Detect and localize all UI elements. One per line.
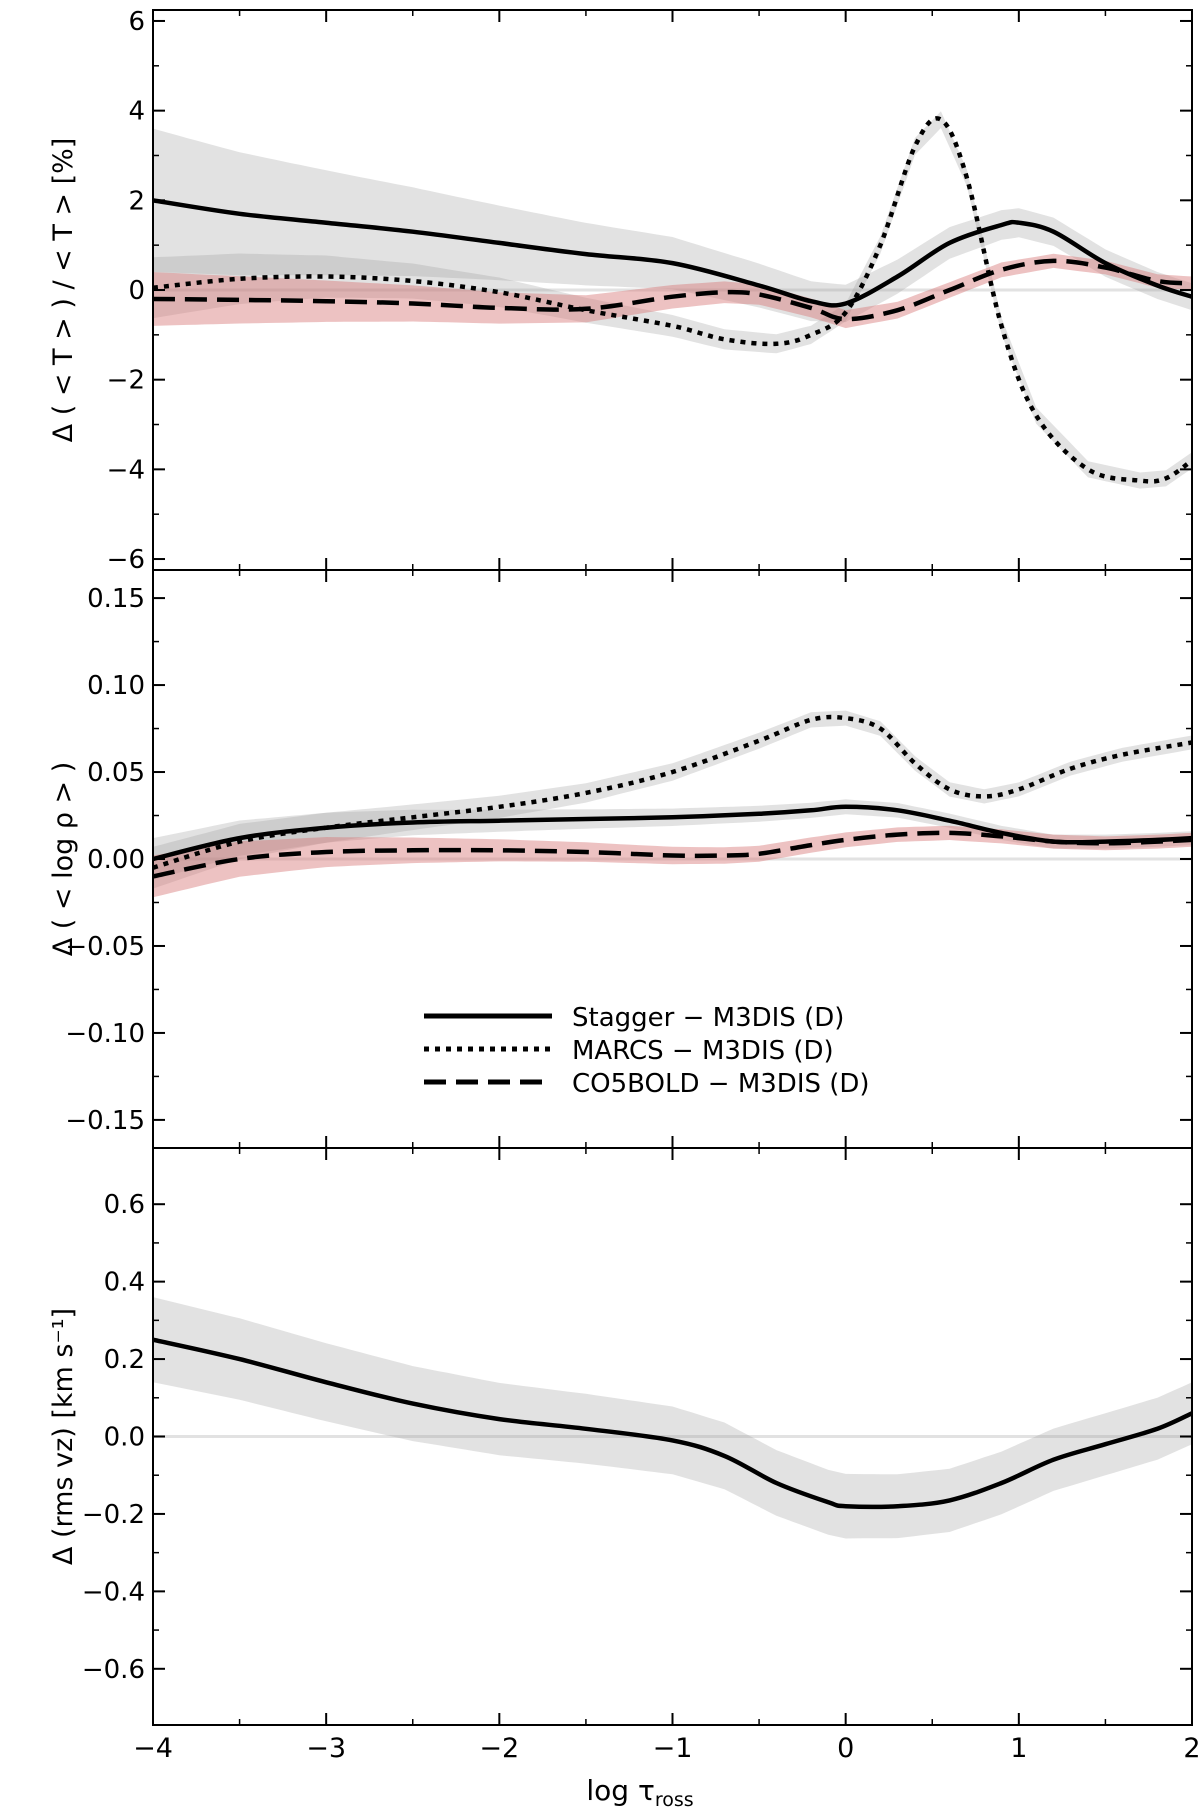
y-tick-label: −6	[107, 545, 145, 575]
y-tick-label: 0.2	[104, 1345, 145, 1375]
y-tick-label: 0	[128, 276, 145, 306]
legend: Stagger − M3DIS (D) MARCS − M3DIS (D) CO…	[424, 1003, 870, 1099]
y-tick-label: −2	[107, 366, 145, 396]
y-tick-label: −0.2	[82, 1500, 145, 1530]
plot-area-velocity	[153, 1297, 1192, 1539]
plot-area-density	[153, 710, 1192, 898]
y-tick-label: 0.4	[104, 1268, 145, 1298]
legend-label-co5bold: CO5BOLD − M3DIS (D)	[572, 1069, 870, 1099]
y-tick-label: 0.00	[87, 845, 145, 875]
series-line-solid	[153, 1337, 1192, 1510]
y-axis-label-density: Δ ( < log ρ > )	[48, 762, 79, 957]
band-dashed	[153, 253, 1192, 329]
series-line-dashed	[153, 830, 1192, 879]
band-dotted	[153, 710, 1192, 889]
y-tick-label: 0.0	[104, 1423, 145, 1453]
plot-area-temperature	[153, 111, 1192, 489]
y-tick-label: −0.6	[82, 1655, 145, 1685]
panel-temperature: −6 −4 −2 0 2 4 6 Δ ( < T > ) / < T > [%]	[48, 7, 1193, 575]
y-tick-label: 0.6	[104, 1190, 145, 1220]
y-tick-label: 0.05	[87, 758, 145, 788]
legend-label-marcs: MARCS − M3DIS (D)	[572, 1036, 834, 1066]
series-line-dashed	[153, 258, 1192, 322]
x-axis-label-main: log τ	[586, 1774, 654, 1807]
x-tick-label: 2	[1183, 1733, 1200, 1764]
x-tick-label: −1	[653, 1733, 693, 1764]
y-tick-label: −0.10	[65, 1019, 145, 1049]
x-tick-label: −2	[479, 1733, 519, 1764]
x-tick-label: −3	[306, 1733, 346, 1764]
x-tick-label: −4	[133, 1733, 173, 1764]
series-line-dotted	[153, 116, 1192, 484]
y-tick-label: 4	[128, 97, 145, 127]
series-line-dotted	[153, 714, 1192, 870]
y-tick-label: −0.05	[65, 932, 145, 962]
panel-velocity: −0.6 −0.4 −0.2 0.0 0.2 0.4 0.6 Δ (rms vz) [km s…	[48, 1147, 1193, 1726]
series-line-solid	[153, 198, 1192, 308]
panel-density: −0.15 −0.10 −0.05 0.00 0.05 0.10 0.15 Δ ( < log…	[48, 569, 1193, 1149]
x-tick-label: 1	[1010, 1733, 1027, 1764]
y-tick-label: 0.15	[87, 584, 145, 614]
y-axis-label-velocity: Δ (rms vz) [km s⁻¹]	[48, 1308, 79, 1565]
y-tick-label: −0.4	[82, 1577, 145, 1607]
y-tick-label: −4	[107, 455, 145, 485]
y-axis-label-temperature: Δ ( < T > ) / < T > [%]	[48, 138, 79, 443]
band-dashed	[153, 825, 1192, 898]
legend-label-stagger: Stagger − M3DIS (D)	[572, 1003, 844, 1033]
y-tick-label: 0.10	[87, 671, 145, 701]
y-tick-label: −0.15	[65, 1106, 145, 1136]
x-axis-label-sub: ross	[655, 1789, 694, 1808]
y-tick-label: 6	[128, 7, 145, 37]
band-solid	[153, 1297, 1192, 1539]
x-axis-label: log τross	[586, 1774, 693, 1808]
x-tick-label: 0	[837, 1733, 854, 1764]
y-tick-label: 2	[128, 186, 145, 216]
band-solid	[153, 128, 1192, 323]
